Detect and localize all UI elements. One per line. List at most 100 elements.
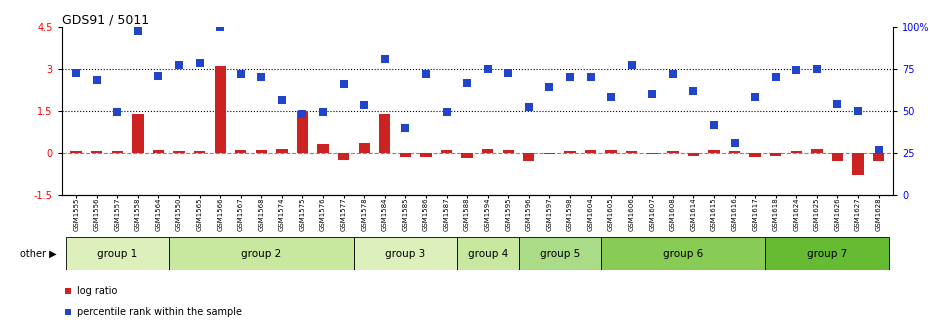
Bar [519,237,600,270]
Bar [441,150,452,153]
Point [480,66,495,72]
Text: group 1: group 1 [97,249,138,259]
Point [213,24,228,30]
Bar [338,153,350,160]
Bar [482,149,493,153]
Bar [420,153,431,157]
Point [254,75,269,80]
Point [377,56,392,62]
Bar [296,111,308,153]
Bar [750,153,761,157]
Point [624,62,639,68]
Bar [153,150,164,153]
Bar [66,237,169,270]
Point [171,62,186,68]
Bar [112,151,123,153]
Point [522,104,537,110]
Bar [523,153,535,161]
Bar [873,153,884,161]
Point [439,110,454,115]
Point [850,108,865,114]
Bar [585,150,597,153]
Bar [667,151,678,153]
Point [233,72,248,77]
Bar [564,151,576,153]
Bar [709,150,720,153]
Bar [70,152,82,153]
Bar [832,153,843,161]
Text: group 6: group 6 [663,249,703,259]
Text: group 4: group 4 [467,249,508,259]
Point [460,80,475,86]
Point [707,122,722,128]
Point [294,111,310,116]
Bar [600,237,766,270]
Point [748,94,763,99]
Text: group 7: group 7 [808,249,847,259]
Point [809,66,825,72]
Bar [173,152,184,153]
Bar [543,153,555,154]
Point [871,148,886,153]
Point [130,29,145,34]
Bar [276,149,288,153]
Bar [647,153,658,154]
Point [686,89,701,94]
Point [501,71,516,76]
Bar [379,114,390,153]
Point [645,91,660,97]
Point [530,199,545,204]
Text: GDS91 / 5011: GDS91 / 5011 [62,13,149,27]
Point [89,77,104,83]
Point [665,72,680,77]
Bar [688,153,699,156]
Bar [766,237,889,270]
Bar [400,153,411,157]
Text: other ▶: other ▶ [20,249,57,259]
Point [562,75,578,80]
Bar [729,152,740,153]
Point [315,110,331,115]
Bar [256,150,267,153]
Point [418,72,433,77]
Bar [605,150,617,153]
Text: group 2: group 2 [241,249,281,259]
Bar [91,151,103,153]
Bar [626,151,637,153]
Point [727,140,742,146]
Point [542,84,557,90]
Point [275,97,290,102]
Text: group 3: group 3 [386,249,426,259]
Point [830,101,846,107]
Bar [132,114,143,153]
Bar [811,149,823,153]
Point [583,75,598,80]
Point [68,71,84,76]
Point [769,75,784,80]
Bar [354,237,457,270]
Bar [169,237,354,270]
Bar [194,151,205,153]
Point [109,110,124,115]
Point [398,125,413,130]
Bar [770,153,782,156]
Point [788,68,804,73]
Point [336,82,351,87]
Bar [317,144,329,153]
Point [603,94,618,99]
Bar [852,153,864,175]
Text: percentile rank within the sample: percentile rank within the sample [77,307,241,317]
Point [151,73,166,79]
Text: group 5: group 5 [540,249,580,259]
Bar [503,150,514,153]
Point [530,12,545,17]
Text: log ratio: log ratio [77,286,117,296]
Bar [790,152,802,153]
Bar [457,237,519,270]
Bar [358,143,370,153]
Bar [215,66,226,153]
Bar [235,150,246,153]
Point [192,60,207,66]
Point [356,102,371,108]
Bar [462,153,473,159]
